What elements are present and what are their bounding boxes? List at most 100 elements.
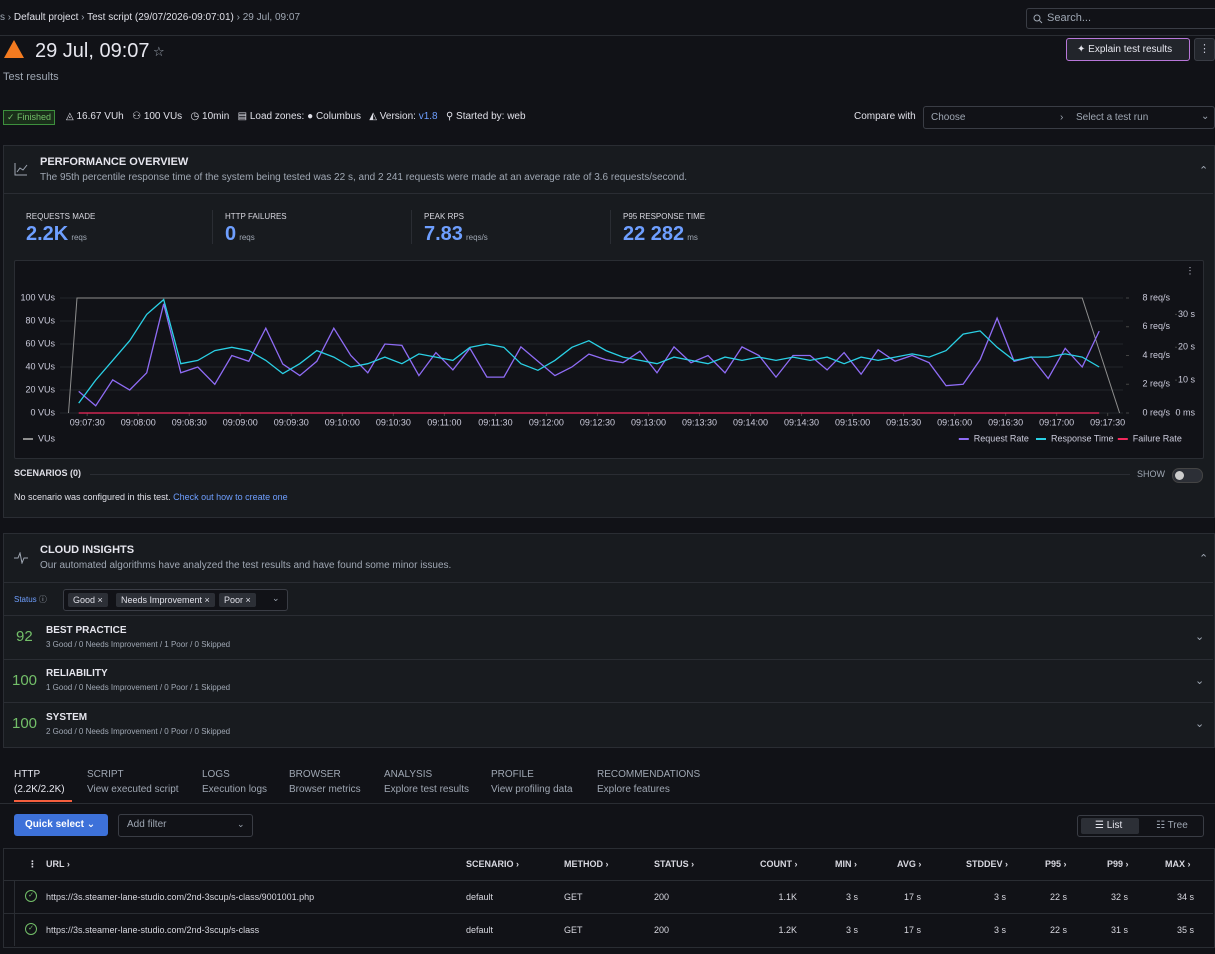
insight-summary: 2 Good / 0 Needs Improvement / 0 Poor / … [46, 727, 231, 736]
tab[interactable]: RECOMMENDATIONS Explore features [597, 769, 700, 795]
divider [0, 803, 1215, 804]
tab[interactable]: ANALYSIS Explore test results [384, 769, 469, 795]
tab-title: BROWSER [289, 769, 341, 780]
column-header[interactable]: STDDEV › [966, 859, 1009, 869]
y-tick-label: 40 VUs [25, 361, 55, 371]
column-label: COUNT [760, 859, 792, 869]
section-title: CLOUD INSIGHTS [40, 544, 135, 556]
x-tick-label: 09:08:30 [172, 417, 207, 427]
legend-label: Failure Rate [1133, 433, 1182, 443]
status-filter[interactable]: Good × Needs Improvement × Poor × ⌄ [63, 589, 288, 611]
duration: 10min [202, 111, 230, 122]
column-header[interactable]: METHOD › [564, 859, 609, 869]
column-header[interactable]: P99 › [1107, 859, 1129, 869]
stat-unit: reqs [71, 233, 87, 242]
divider [4, 702, 1213, 703]
divider [4, 615, 1213, 616]
collapse-icon[interactable]: ⌃ [1199, 165, 1209, 177]
table-cell: 17 s [903, 892, 921, 902]
tab[interactable]: PROFILE View profiling data [491, 769, 573, 795]
button-label: Explain test results [1088, 44, 1173, 55]
tab-title: LOGS [202, 769, 230, 780]
filter-label: Status ⓘ [14, 595, 47, 604]
column-header[interactable]: COUNT › [760, 859, 798, 869]
table-cell: 34 s [1176, 892, 1194, 902]
explain-button[interactable]: ✦ Explain test results [1066, 38, 1190, 61]
url-cell[interactable]: https://3s.steamer-lane-studio.com/2nd-3… [46, 892, 315, 902]
scenarios-link[interactable]: Check out how to create one [173, 492, 288, 502]
chip[interactable]: Good × [68, 593, 108, 607]
crumb[interactable]: Test script (29/07/2026-09:07:01) [87, 12, 234, 23]
divider [4, 913, 1213, 914]
tab-title: HTTP [14, 769, 41, 780]
stat-value: 0 [225, 223, 237, 245]
column-label: STDDEV [966, 859, 1003, 869]
chart-menu[interactable]: ⋮ [1186, 265, 1195, 275]
divider [0, 35, 1215, 36]
view-list[interactable]: ☰ List [1081, 818, 1139, 834]
collapse-icon[interactable]: ⌃ [1199, 553, 1209, 565]
divider [610, 210, 611, 244]
chip-label: Needs Improvement [121, 595, 203, 605]
table-cell: GET [564, 892, 583, 902]
chip[interactable]: Needs Improvement × [116, 593, 215, 607]
y-tick-label: 20 VUs [25, 384, 55, 394]
crumb[interactable]: Default project [13, 12, 79, 23]
column-header[interactable]: SCENARIO › [466, 859, 520, 869]
column-header[interactable]: MIN › [835, 859, 857, 869]
more-button[interactable]: ⋮ [1194, 38, 1215, 61]
tab-sub: View executed script [87, 784, 179, 795]
column-header[interactable]: STATUS › [654, 859, 695, 869]
table-cell: default [466, 925, 494, 935]
scenarios-title: SCENARIOS (0) [14, 468, 82, 478]
x-tick-label: 09:08:00 [121, 417, 156, 427]
stat: 22 282 ms [623, 223, 698, 246]
tab-sub: View profiling data [491, 784, 573, 795]
table-cell: 35 s [1176, 925, 1194, 935]
table-cell: 22 s [1049, 892, 1067, 902]
divider [90, 474, 1130, 475]
tab[interactable]: BROWSER Browser metrics [289, 769, 361, 795]
tab[interactable]: SCRIPT View executed script [87, 769, 179, 795]
column-label: STATUS [654, 859, 689, 869]
divider [411, 210, 412, 244]
column-header[interactable]: AVG › [897, 859, 922, 869]
view-tree[interactable]: ☷ Tree [1156, 820, 1188, 831]
expand-icon[interactable]: ⌄ [1195, 675, 1205, 687]
compare-select[interactable]: Choose › Select a test run ⌄ [923, 106, 1215, 129]
tab[interactable]: LOGS Execution logs [202, 769, 267, 795]
expand-icon[interactable]: ⌄ [1195, 718, 1205, 730]
insight-summary: 3 Good / 0 Needs Improvement / 1 Poor / … [46, 640, 231, 649]
chip[interactable]: Poor × [219, 593, 256, 607]
quick-select-button[interactable]: Quick select ⌄ [14, 814, 108, 836]
view-label: List [1106, 820, 1123, 831]
y2-tick-label: 4 req/s [1142, 350, 1170, 360]
column-header[interactable]: MAX › [1165, 859, 1191, 869]
version[interactable]: v1.8 [418, 111, 438, 122]
x-tick-label: 09:16:00 [937, 417, 972, 427]
tab[interactable]: HTTP (2.2K/2.2K) [14, 769, 65, 795]
tab-title: SCRIPT [87, 769, 124, 780]
x-tick-label: 09:17:00 [1039, 417, 1074, 427]
expand-icon[interactable]: ⌄ [1195, 631, 1205, 643]
tab-sub: (2.2K/2.2K) [14, 784, 65, 795]
stat-value: 22 282 [623, 223, 685, 245]
series-line [68, 297, 1121, 414]
x-tick-label: 09:17:30 [1090, 417, 1125, 427]
insight-score: 100 [12, 672, 38, 689]
column-header[interactable]: URL › [46, 859, 70, 869]
star-icon[interactable]: ☆ [153, 44, 165, 59]
insight-title: BEST PRACTICE [46, 625, 127, 636]
x-tick-label: 09:14:00 [733, 417, 768, 427]
table-cell: default [466, 892, 494, 902]
table [3, 848, 1215, 948]
crumb[interactable]: s [0, 12, 5, 23]
section-title: PERFORMANCE OVERVIEW [40, 156, 189, 168]
column-menu[interactable]: ⋮ [28, 859, 37, 869]
show-toggle[interactable] [1172, 468, 1203, 483]
url-cell[interactable]: https://3s.steamer-lane-studio.com/2nd-3… [46, 925, 260, 935]
search-box[interactable]: Search... [1026, 8, 1215, 29]
column-header[interactable]: P95 › [1045, 859, 1067, 869]
add-filter[interactable]: Add filter ⌄ [118, 814, 253, 837]
